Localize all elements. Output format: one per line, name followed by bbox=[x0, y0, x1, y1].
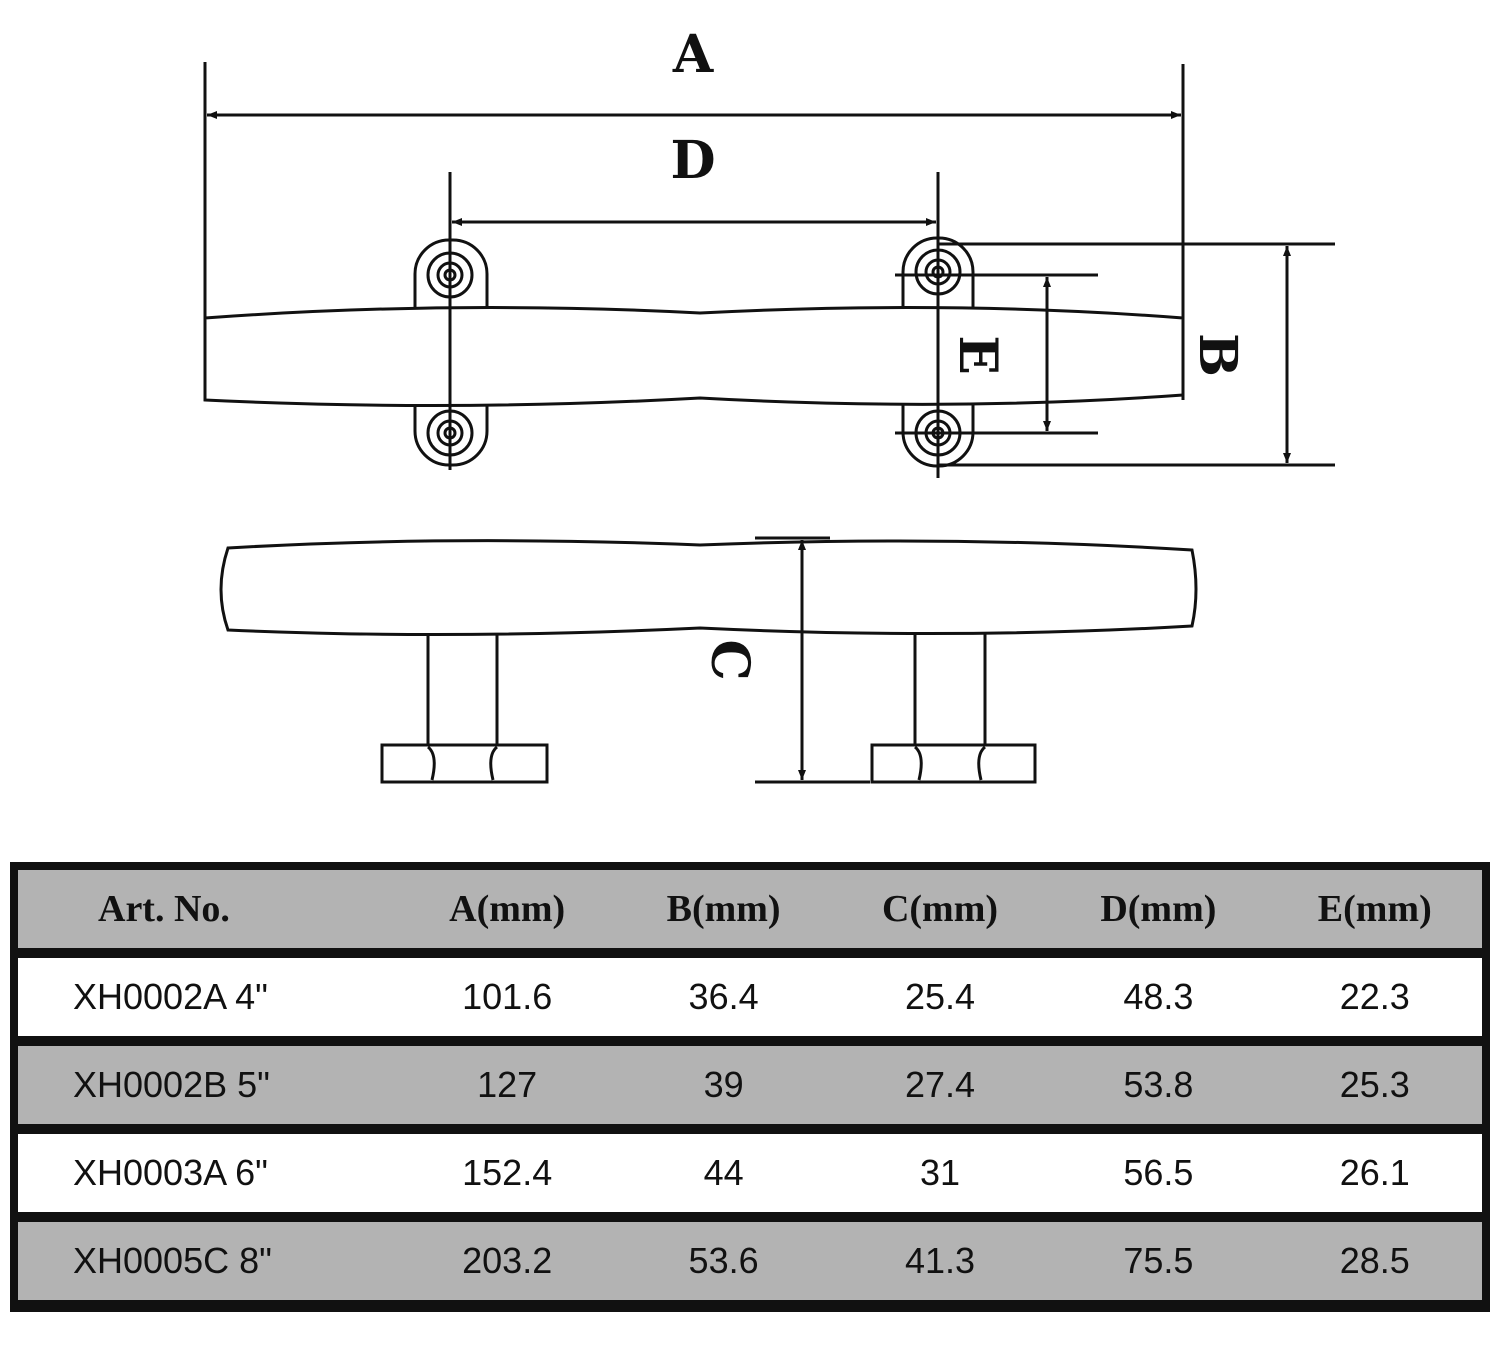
table-row: XH0003A 6" 152.4 44 31 56.5 26.1 bbox=[18, 1134, 1482, 1212]
cell-e: 25.3 bbox=[1267, 1046, 1482, 1124]
cell-art-no: XH0002A 4" bbox=[18, 958, 398, 1036]
cell-art-no: XH0003A 6" bbox=[18, 1134, 398, 1212]
cell-c: 25.4 bbox=[830, 958, 1050, 1036]
header-a: A(mm) bbox=[398, 870, 617, 948]
right-post bbox=[913, 628, 987, 749]
table-header-row: Art. No. A(mm) B(mm) C(mm) D(mm) E(mm) bbox=[18, 870, 1482, 948]
label-b: B bbox=[1187, 333, 1248, 377]
cleat-body-top bbox=[203, 306, 1185, 408]
cell-art-no: XH0002B 5" bbox=[18, 1046, 398, 1124]
cell-c: 31 bbox=[830, 1134, 1050, 1212]
label-c: C bbox=[699, 639, 760, 680]
header-art-no: Art. No. bbox=[18, 870, 398, 948]
cell-d: 53.8 bbox=[1049, 1046, 1268, 1124]
cell-e: 22.3 bbox=[1267, 958, 1482, 1036]
header-c: C(mm) bbox=[830, 870, 1050, 948]
header-b: B(mm) bbox=[616, 870, 831, 948]
cell-b: 53.6 bbox=[616, 1222, 831, 1300]
cell-e: 26.1 bbox=[1267, 1134, 1482, 1212]
cell-d: 75.5 bbox=[1049, 1222, 1268, 1300]
right-foot bbox=[870, 743, 1037, 784]
label-a: A bbox=[672, 24, 714, 85]
top-view bbox=[203, 62, 1335, 478]
cell-a: 203.2 bbox=[398, 1222, 617, 1300]
cleat-body-side bbox=[219, 539, 1198, 637]
left-foot bbox=[380, 743, 549, 784]
cell-a: 152.4 bbox=[398, 1134, 617, 1212]
cell-art-no: XH0005C 8" bbox=[18, 1222, 398, 1300]
cell-b: 39 bbox=[616, 1046, 831, 1124]
table-row: XH0002A 4" 101.6 36.4 25.4 48.3 22.3 bbox=[18, 958, 1482, 1036]
label-e: E bbox=[947, 335, 1008, 375]
cell-c: 41.3 bbox=[830, 1222, 1050, 1300]
cell-b: 44 bbox=[616, 1134, 831, 1212]
spec-table: Art. No. A(mm) B(mm) C(mm) D(mm) E(mm) X… bbox=[10, 862, 1490, 1312]
table-row: XH0002B 5" 127 39 27.4 53.8 25.3 bbox=[18, 1046, 1482, 1124]
label-d: D bbox=[670, 130, 715, 191]
header-d: D(mm) bbox=[1049, 870, 1268, 948]
cell-a: 101.6 bbox=[398, 958, 617, 1036]
left-post bbox=[426, 628, 499, 749]
cell-a: 127 bbox=[398, 1046, 617, 1124]
side-view bbox=[219, 536, 1198, 784]
cell-c: 27.4 bbox=[830, 1046, 1050, 1124]
cell-e: 28.5 bbox=[1267, 1222, 1482, 1300]
cell-d: 56.5 bbox=[1049, 1134, 1268, 1212]
header-e: E(mm) bbox=[1267, 870, 1482, 948]
cleat-dimension-drawing: A D E B C bbox=[203, 24, 1335, 784]
cell-b: 36.4 bbox=[616, 958, 831, 1036]
table-row: XH0005C 8" 203.2 53.6 41.3 75.5 28.5 bbox=[18, 1222, 1482, 1300]
cell-d: 48.3 bbox=[1049, 958, 1268, 1036]
